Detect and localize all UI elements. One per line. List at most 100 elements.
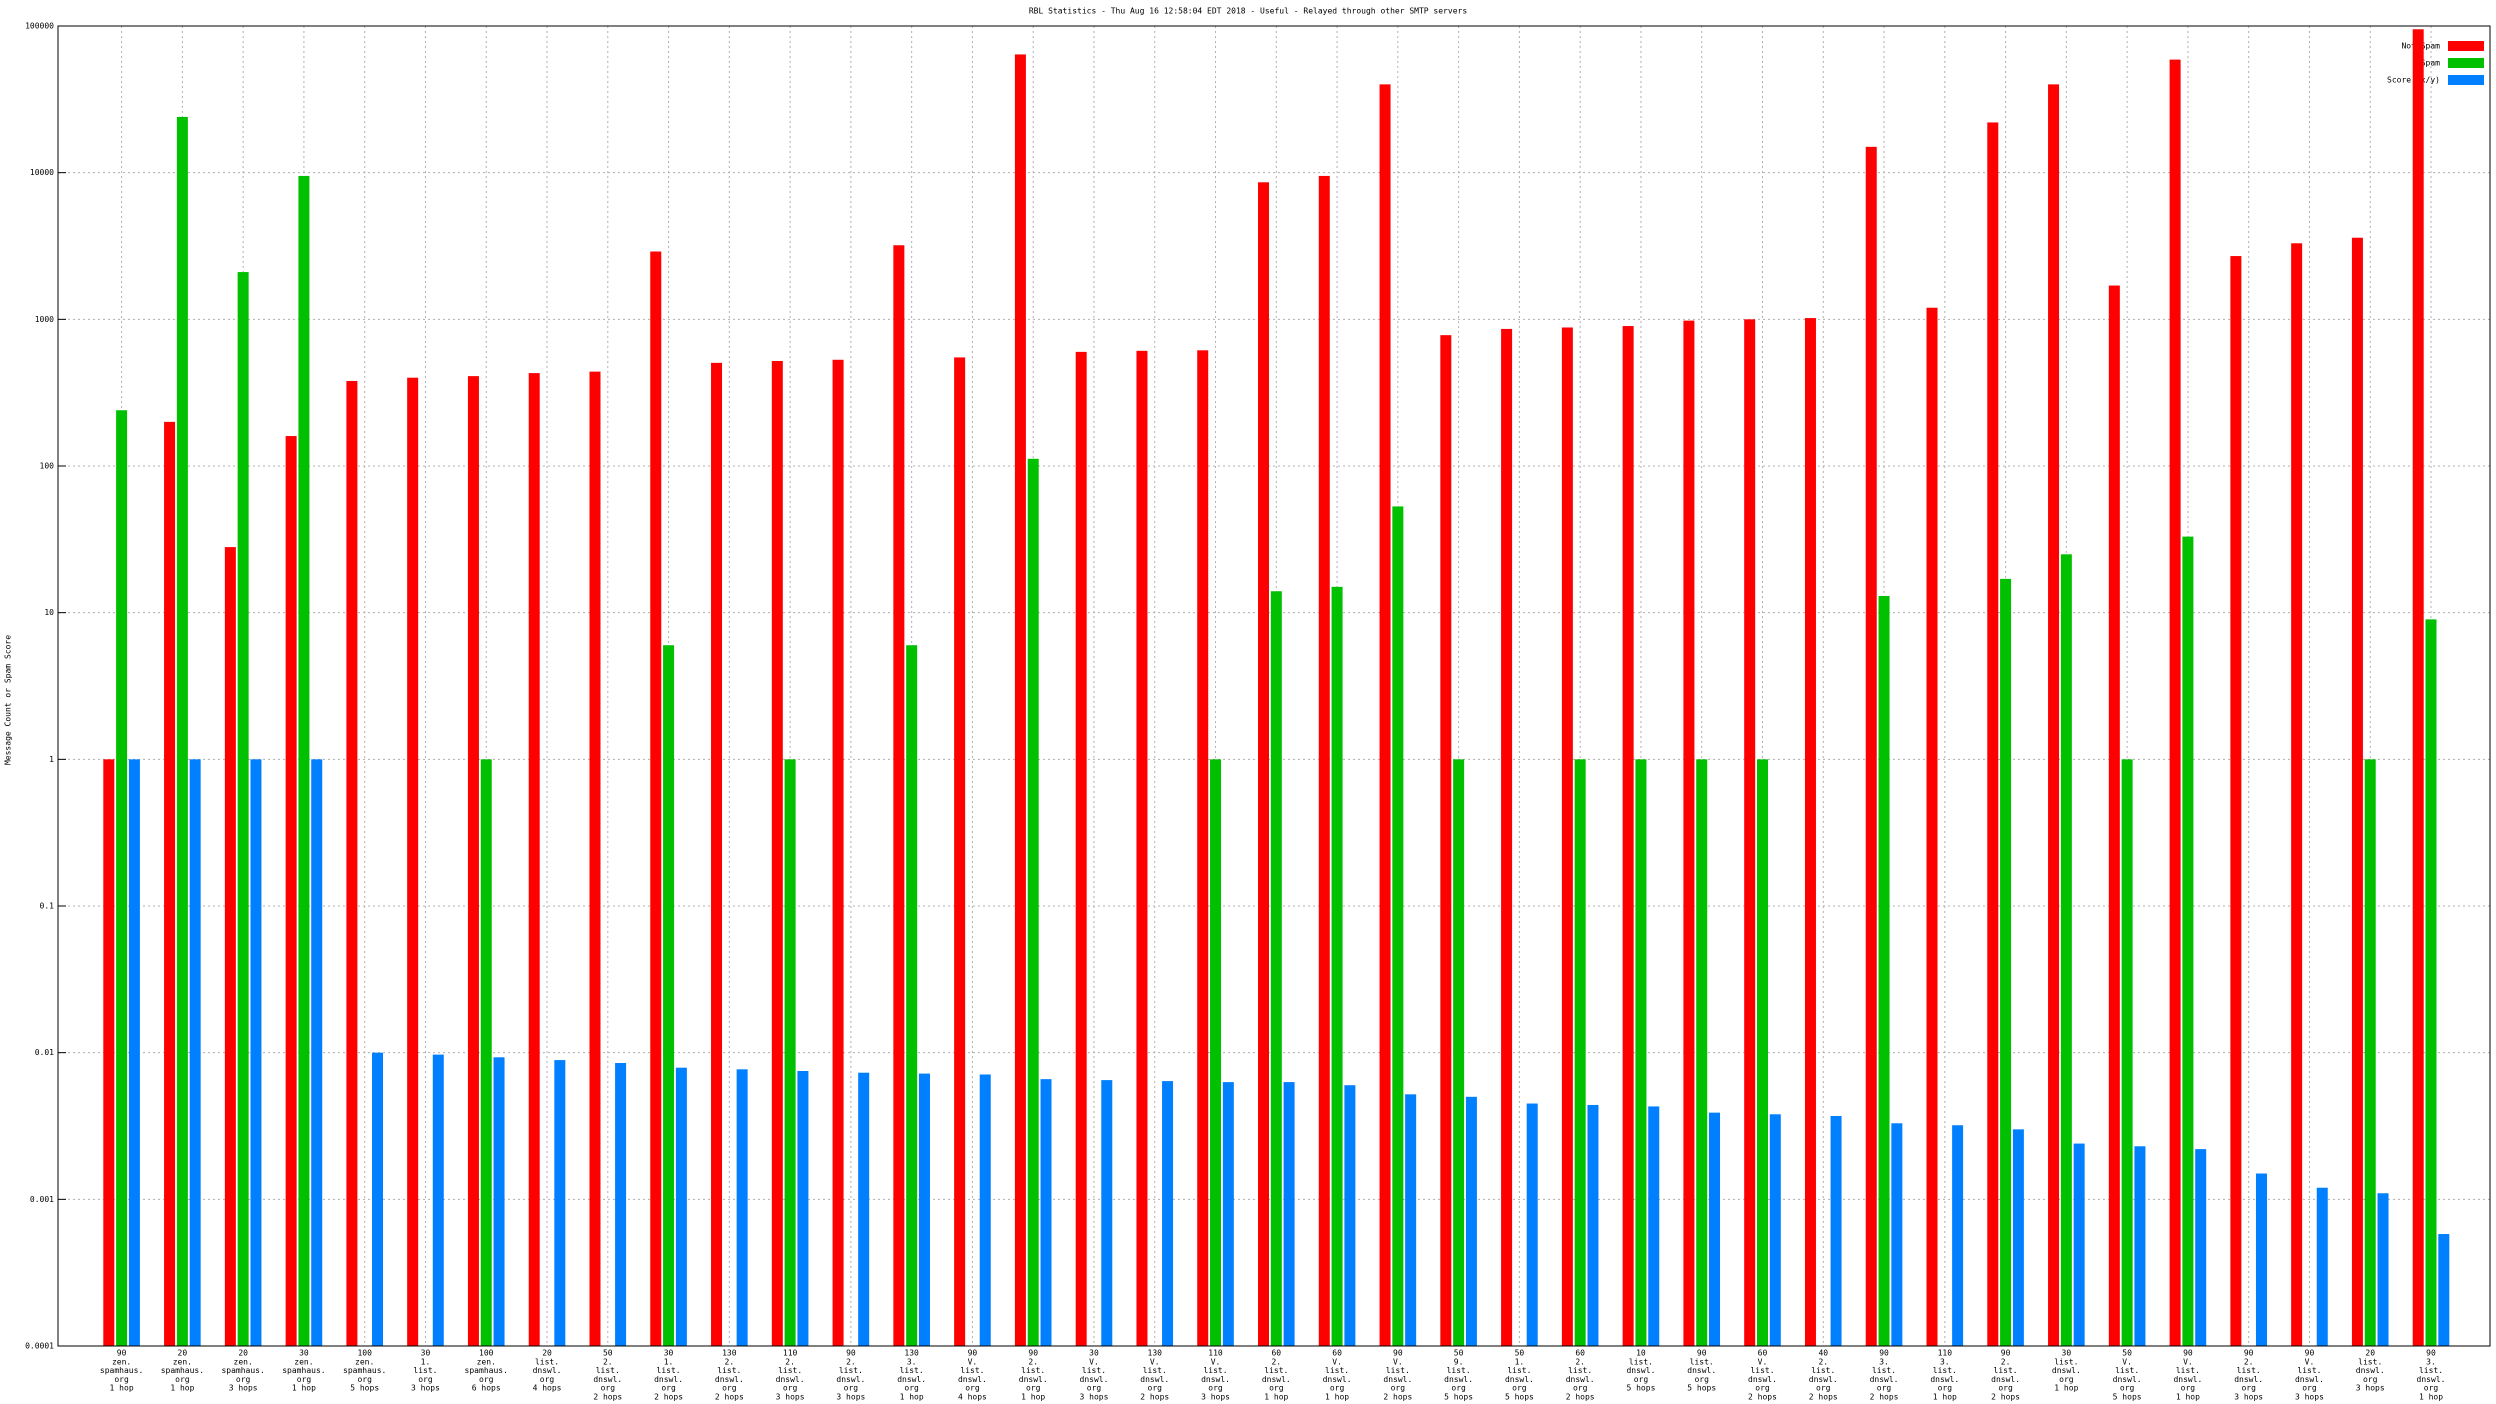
x-tick-label: org — [844, 1384, 859, 1393]
x-tick-label: 3. — [1879, 1357, 1889, 1366]
bar — [528, 373, 540, 1346]
x-tick-label: 3 hops — [411, 1384, 440, 1393]
x-tick-label: 3. — [2426, 1357, 2436, 1366]
x-tick-label: 2. — [2001, 1357, 2011, 1366]
x-tick-label: org — [1573, 1384, 1588, 1393]
x-tick-label: list. — [1750, 1366, 1774, 1375]
x-tick-label: 2. — [2244, 1357, 2254, 1366]
x-tick-label: org — [540, 1375, 555, 1384]
x-tick-label: zen. — [477, 1357, 496, 1366]
x-tick-label: 90 — [968, 1349, 978, 1358]
x-tick-label: 5 hops — [1687, 1384, 1716, 1393]
x-tick-label: zen. — [234, 1357, 253, 1366]
x-tick-label: 30 — [664, 1349, 674, 1358]
x-tick-label: 60 — [1332, 1349, 1342, 1358]
x-tick-label: dnswl. — [1019, 1375, 1048, 1384]
x-tick-label: list. — [535, 1357, 559, 1366]
x-tick-label: org — [2120, 1384, 2135, 1393]
bar — [2425, 619, 2437, 1346]
x-tick-label: list. — [2419, 1366, 2443, 1375]
x-tick-label: org — [722, 1384, 737, 1393]
x-tick-label: list. — [657, 1366, 681, 1375]
x-tick-label: org — [1512, 1384, 1527, 1393]
x-tick-label: 2 hops — [593, 1393, 622, 1402]
y-tick-label: 10000 — [30, 168, 54, 177]
x-tick-label: 60 — [1575, 1349, 1585, 1358]
bar — [493, 1057, 505, 1346]
x-tick-label: dnswl. — [897, 1375, 926, 1384]
x-tick-label: 2 hops — [1383, 1393, 1412, 1402]
x-tick-label: zen. — [294, 1357, 313, 1366]
bar — [1648, 1106, 1660, 1346]
bar — [346, 380, 358, 1346]
x-tick-label: list. — [413, 1366, 437, 1375]
x-tick-label: dnswl. — [1505, 1375, 1534, 1384]
x-tick-label: dnswl. — [2173, 1375, 2202, 1384]
bar — [906, 645, 918, 1346]
bar — [1101, 1080, 1113, 1346]
x-tick-label: list. — [1994, 1366, 2018, 1375]
x-tick-label: list. — [1507, 1366, 1531, 1375]
bar — [1440, 335, 1452, 1347]
bar — [2060, 554, 2072, 1346]
bar — [1878, 595, 1890, 1346]
x-tick-label: 90 — [2426, 1349, 2436, 1358]
x-tick-label: org — [661, 1384, 676, 1393]
x-tick-label: list. — [2237, 1366, 2261, 1375]
x-tick-label: dnswl. — [654, 1375, 683, 1384]
bar — [1683, 320, 1695, 1347]
bar — [954, 357, 966, 1347]
x-tick-label: 1 hop — [2176, 1393, 2200, 1402]
x-tick-label: org — [1391, 1384, 1406, 1393]
x-tick-label: 3. — [907, 1357, 917, 1366]
x-tick-label: V. — [1332, 1357, 1342, 1366]
x-tick-label: list. — [596, 1366, 620, 1375]
bar — [1392, 506, 1404, 1346]
x-tick-label: org — [418, 1375, 433, 1384]
bar — [1526, 1103, 1538, 1346]
x-tick-label: 1 hop — [292, 1384, 316, 1393]
x-tick-label: 30 — [2062, 1349, 2072, 1358]
bar — [2195, 1149, 2207, 1346]
x-tick-label: org — [479, 1375, 494, 1384]
x-tick-label: org — [2424, 1384, 2439, 1393]
x-tick-label: 2 hops — [1566, 1393, 1595, 1402]
bar — [480, 759, 492, 1346]
x-tick-label: dnswl. — [2417, 1375, 2446, 1384]
x-tick-label: org — [1148, 1384, 1163, 1393]
x-tick-label: dnswl. — [1140, 1375, 1169, 1384]
bar — [176, 116, 188, 1347]
x-tick-label: 5 hops — [1444, 1393, 1473, 1402]
x-tick-label: 1 hop — [900, 1393, 924, 1402]
x-tick-label: V. — [1758, 1357, 1768, 1366]
bar — [2377, 1193, 2389, 1346]
bar — [979, 1074, 991, 1346]
x-tick-label: org — [114, 1375, 129, 1384]
bar — [554, 1060, 566, 1346]
x-tick-label: 90 — [2001, 1349, 2011, 1358]
bar — [2182, 536, 2194, 1346]
bar — [311, 759, 323, 1346]
x-tick-label: list. — [900, 1366, 924, 1375]
x-tick-label: org — [2059, 1375, 2074, 1384]
bar — [832, 359, 844, 1347]
x-tick-label: list. — [1203, 1366, 1227, 1375]
bar — [1405, 1094, 1417, 1346]
bar — [1744, 319, 1756, 1346]
x-tick-label: org — [1330, 1384, 1345, 1393]
x-tick-label: 1. — [664, 1357, 674, 1366]
x-tick-label: org — [1877, 1384, 1892, 1393]
x-tick-label: org — [1694, 1375, 1709, 1384]
bar — [298, 175, 310, 1347]
x-tick-label: 2. — [785, 1357, 795, 1366]
x-tick-label: 2 hops — [715, 1393, 744, 1402]
x-tick-label: 3 hops — [2295, 1393, 2324, 1402]
x-tick-label: 9. — [1454, 1357, 1464, 1366]
bar — [1501, 328, 1513, 1347]
bar — [1075, 351, 1087, 1346]
x-tick-label: org — [2363, 1375, 2378, 1384]
x-tick-label: list. — [1021, 1366, 1045, 1375]
x-tick-label: org — [2241, 1384, 2256, 1393]
x-tick-label: list. — [1143, 1366, 1167, 1375]
